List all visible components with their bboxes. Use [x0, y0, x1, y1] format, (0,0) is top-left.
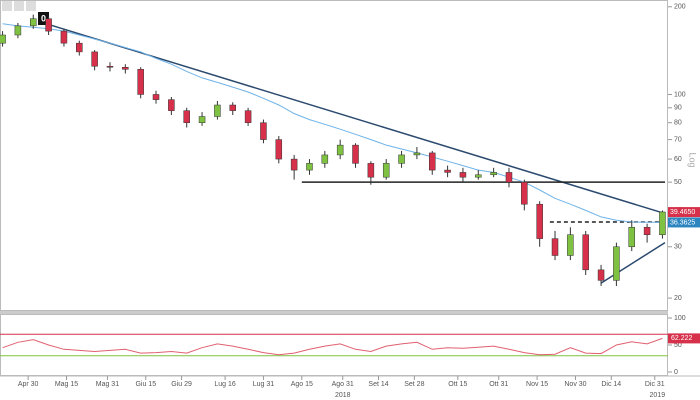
y-tick-label: 100 [674, 91, 686, 98]
candle-body [444, 169, 451, 173]
price-tag [668, 207, 700, 218]
x-tick-label: Mag 15 [55, 381, 78, 388]
candle-body [352, 144, 359, 164]
candle-body [290, 158, 298, 171]
candle-body [106, 65, 114, 68]
candle-body [229, 104, 236, 111]
x-tick-label: Ago 31 [332, 381, 354, 388]
x-tick-label: Giu 29 [171, 381, 192, 388]
year-label: 2018 [335, 392, 351, 399]
price-tag-label: 39.4650 [670, 209, 695, 216]
toolbar-badge[interactable]: 0 [41, 13, 46, 23]
x-tick-label: Apr 30 [18, 381, 39, 388]
candle-body [30, 18, 37, 27]
candle-body [613, 246, 620, 281]
price-tag-label: 36.3625 [670, 219, 695, 226]
x-tick-label: Dic 14 [601, 381, 621, 388]
rsi-tick-label: 100 [674, 315, 686, 322]
candle-body [60, 30, 68, 44]
candle-body [628, 227, 635, 248]
candle-body [567, 234, 574, 256]
candle-body [45, 18, 52, 32]
x-tick-label: Ott 15 [448, 381, 467, 388]
candle-body [367, 163, 375, 178]
candle-body [490, 172, 497, 176]
candle-body [306, 163, 313, 171]
x-tick-label: Nov 15 [526, 381, 548, 388]
x-tick-label: Ago 15 [291, 381, 313, 388]
x-tick-label: Dic 31 [645, 381, 665, 388]
x-tick-label: Nov 30 [564, 381, 586, 388]
pane-divider [0, 311, 668, 314]
moving-average [2, 23, 663, 223]
price-pane [0, 0, 668, 311]
x-tick-label: Lug 16 [214, 381, 236, 388]
candle-body [14, 25, 22, 36]
x-tick-label: Mag 31 [96, 381, 119, 388]
rsi-line [2, 337, 663, 356]
candle-body [582, 234, 589, 271]
y-tick-label: 50 [674, 179, 682, 186]
candle-body [521, 181, 528, 205]
y-tick-label: 30 [674, 244, 682, 251]
candle-body [429, 152, 436, 171]
candle-body [244, 110, 252, 123]
candle-body [168, 99, 175, 111]
candle-body [0, 34, 6, 44]
candle-body [275, 139, 283, 160]
candle-body [336, 144, 344, 156]
candle-body [260, 122, 267, 140]
rsi-tick-label: 50 [674, 342, 682, 349]
candle-body [137, 69, 144, 95]
candle-body [505, 172, 513, 183]
candle-body [475, 174, 482, 178]
price-tag [668, 217, 700, 228]
candle-body [459, 172, 467, 178]
candle-body [398, 154, 405, 164]
trendline [600, 241, 666, 284]
scale-label: Log [688, 152, 698, 167]
x-tick-label: Lug 31 [253, 381, 275, 388]
candle-body [413, 152, 421, 156]
candle-body [643, 227, 651, 235]
toolbar-badge-box[interactable] [38, 12, 49, 25]
y-tick-label: 70 [674, 136, 682, 143]
x-tick-label: Giu 15 [135, 381, 156, 388]
x-tick-label: Set 28 [404, 381, 424, 388]
toolbar-icon[interactable] [14, 1, 24, 11]
y-tick-label: 200 [674, 4, 686, 11]
candle-body [198, 116, 206, 123]
candle-body [76, 42, 83, 53]
candle-body [214, 104, 221, 117]
x-tick-label: Set 14 [368, 381, 388, 388]
y-tick-label: 20 [674, 295, 682, 302]
rsi-value-tag [668, 333, 700, 344]
candle-body [152, 94, 160, 100]
y-tick-label: 80 [674, 120, 682, 127]
rsi-tick-label: 0 [674, 369, 678, 376]
toolbar-icon[interactable] [26, 1, 36, 11]
rsi-value-label: 62.222 [671, 335, 693, 342]
candle-body [597, 269, 605, 281]
candle-body [91, 51, 98, 67]
candle-body [183, 110, 190, 123]
candle-body [536, 203, 543, 239]
candle-body [122, 66, 129, 70]
toolbar-icon[interactable] [2, 1, 12, 11]
candle-body [321, 154, 329, 164]
year-label: 2019 [650, 392, 666, 399]
candle-body [551, 238, 559, 256]
candle-body [659, 211, 666, 235]
y-tick-label: 60 [674, 156, 682, 163]
x-tick-label: Ott 31 [489, 381, 508, 388]
y-tick-label: 90 [674, 105, 682, 112]
candle-body [382, 163, 390, 178]
